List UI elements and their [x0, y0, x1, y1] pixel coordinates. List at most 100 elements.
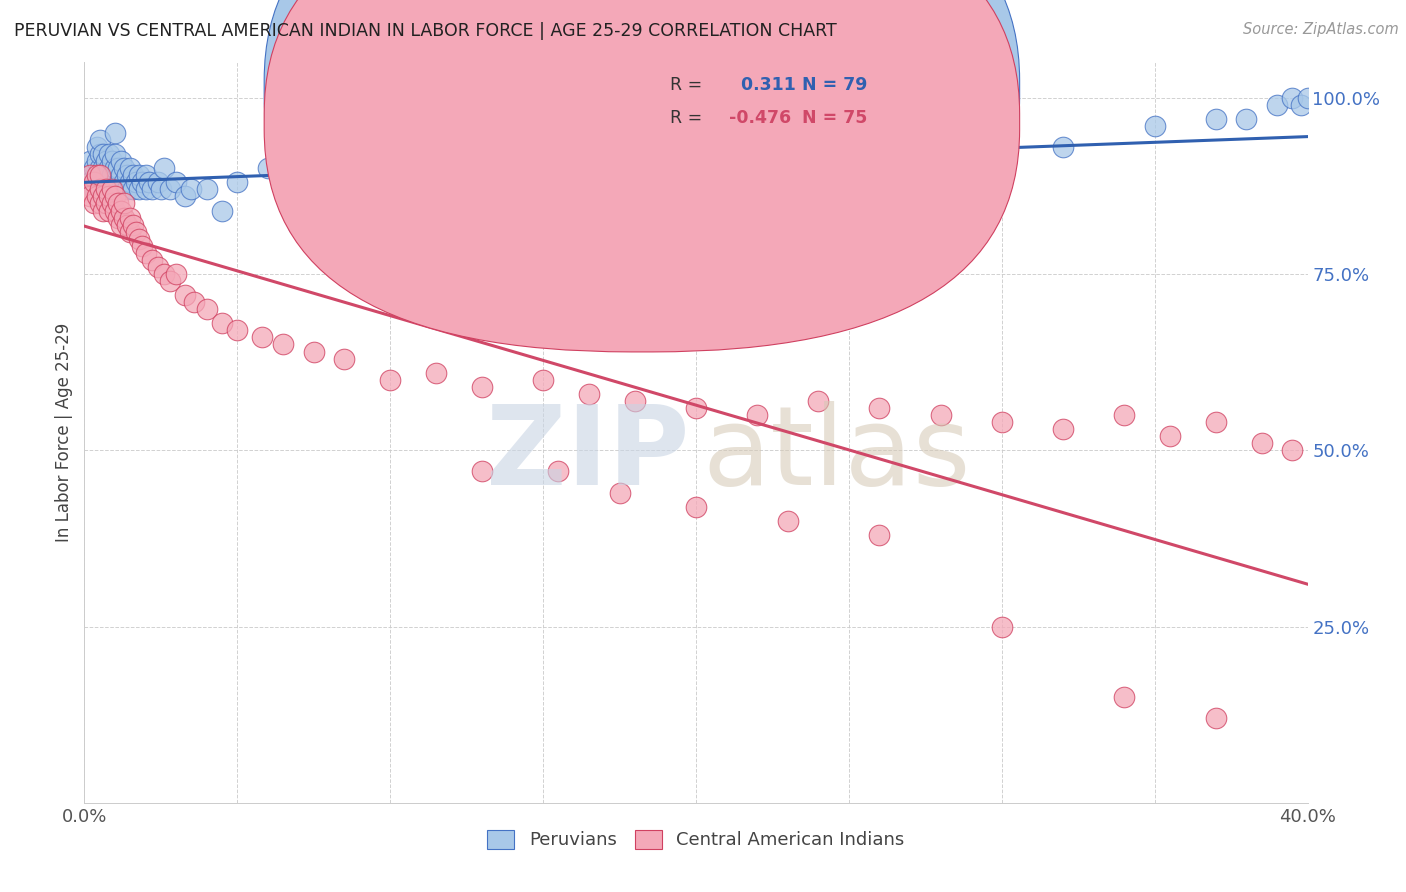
Text: 0.311: 0.311: [728, 76, 796, 94]
Point: [110, 218, 132, 232]
Point: [776, 514, 799, 528]
Point: [195, 302, 218, 317]
Point: [141, 252, 163, 267]
Point: [83, 161, 105, 176]
Point: [1114, 690, 1136, 704]
Point: [149, 182, 172, 196]
Point: [165, 267, 187, 281]
Point: [94, 154, 117, 169]
Point: [609, 485, 631, 500]
Point: [115, 182, 138, 196]
Point: [153, 267, 176, 281]
Point: [94, 182, 117, 196]
Point: [1205, 415, 1227, 429]
Point: [1205, 711, 1227, 725]
Point: [135, 168, 157, 182]
Point: [122, 182, 145, 196]
Point: [425, 366, 447, 380]
Point: [97, 203, 120, 218]
Point: [159, 182, 181, 196]
Text: Source: ZipAtlas.com: Source: ZipAtlas.com: [1243, 22, 1399, 37]
Point: [125, 175, 148, 189]
Point: [991, 619, 1014, 633]
Point: [1281, 443, 1303, 458]
Point: [86, 168, 108, 182]
Point: [110, 168, 132, 182]
Point: [624, 393, 647, 408]
Point: [131, 175, 153, 189]
Point: [120, 175, 142, 189]
Point: [1052, 422, 1074, 436]
Point: [471, 464, 494, 478]
Point: [1159, 429, 1181, 443]
Point: [79, 189, 101, 203]
Point: [86, 175, 108, 189]
Point: [112, 161, 135, 176]
FancyBboxPatch shape: [264, 0, 1019, 318]
Point: [94, 168, 117, 182]
Point: [107, 211, 129, 225]
Point: [685, 500, 707, 514]
Point: [107, 175, 129, 189]
Point: [146, 260, 169, 274]
Point: [869, 401, 891, 415]
Point: [226, 175, 249, 189]
Point: [91, 161, 114, 176]
Point: [409, 211, 432, 225]
Point: [287, 218, 309, 232]
Text: -0.476: -0.476: [728, 109, 792, 127]
Point: [1143, 119, 1166, 133]
Point: [115, 168, 138, 182]
Text: atlas: atlas: [702, 401, 970, 508]
Point: [364, 196, 387, 211]
Point: [195, 182, 218, 196]
Point: [89, 133, 111, 147]
Point: [138, 175, 160, 189]
Point: [101, 168, 124, 182]
Point: [94, 196, 117, 211]
Point: [125, 225, 148, 239]
Point: [531, 373, 554, 387]
Point: [107, 161, 129, 176]
Point: [1114, 408, 1136, 422]
Point: [547, 464, 569, 478]
Point: [83, 182, 105, 196]
Point: [76, 168, 98, 182]
Point: [211, 203, 233, 218]
Point: [135, 245, 157, 260]
Point: [83, 175, 105, 189]
Point: [122, 218, 145, 232]
Point: [76, 182, 98, 196]
Point: [1281, 91, 1303, 105]
Point: [104, 203, 127, 218]
Text: N = 79: N = 79: [803, 76, 868, 94]
Point: [869, 528, 891, 542]
Point: [471, 380, 494, 394]
Point: [128, 232, 150, 246]
Text: PERUVIAN VS CENTRAL AMERICAN INDIAN IN LABOR FORCE | AGE 25-29 CORRELATION CHART: PERUVIAN VS CENTRAL AMERICAN INDIAN IN L…: [14, 22, 837, 40]
Point: [104, 126, 127, 140]
Point: [135, 182, 157, 196]
Legend: Peruvians, Central American Indians: Peruvians, Central American Indians: [479, 823, 912, 856]
Point: [97, 147, 120, 161]
Point: [609, 260, 631, 274]
Point: [97, 175, 120, 189]
Point: [174, 189, 197, 203]
Point: [318, 189, 340, 203]
Point: [89, 196, 111, 211]
Point: [110, 154, 132, 169]
Point: [1265, 97, 1288, 112]
Point: [115, 218, 138, 232]
Point: [180, 182, 202, 196]
Point: [1250, 436, 1272, 450]
Point: [333, 351, 356, 366]
Point: [120, 161, 142, 176]
Point: [869, 161, 891, 176]
Point: [101, 196, 124, 211]
Point: [174, 288, 197, 302]
Point: [991, 415, 1014, 429]
Point: [807, 393, 830, 408]
Point: [86, 154, 108, 169]
Point: [165, 175, 187, 189]
Point: [747, 408, 769, 422]
